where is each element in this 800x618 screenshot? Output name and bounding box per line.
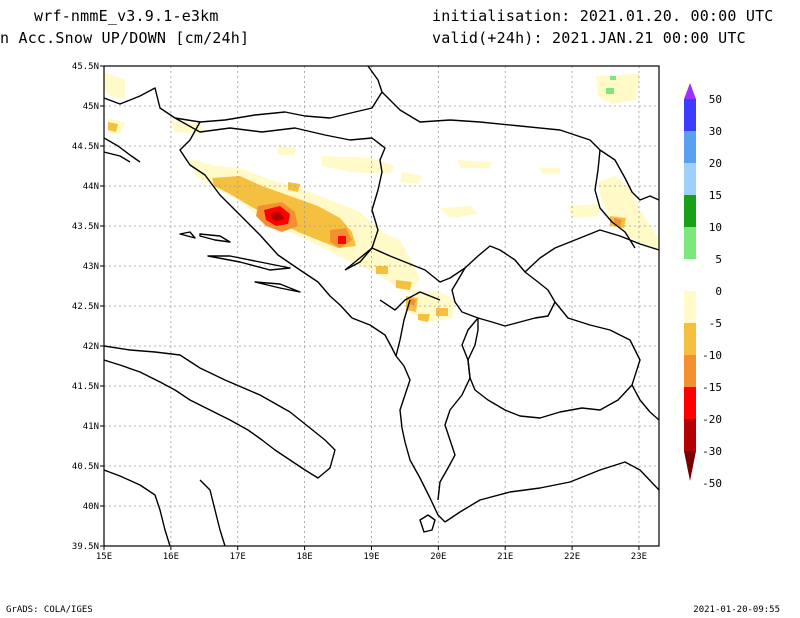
grid-lines <box>104 66 659 546</box>
colorbar-segment <box>684 163 696 195</box>
lon-tick-label: 21E <box>497 552 513 562</box>
colorbar-segment <box>684 387 696 419</box>
map-layer <box>104 66 659 546</box>
lat-tick-label: 41.5N <box>72 382 99 392</box>
colorbar-segment <box>684 227 696 259</box>
lon-tick-label: 20E <box>430 552 446 562</box>
field-title: n Acc.Snow UP/DOWN [cm/24h] <box>0 29 250 47</box>
colorbar-segment <box>684 99 696 131</box>
colorbar-top-arrow <box>684 83 696 99</box>
model-title: wrf-nmmE_v3.9.1-e3km <box>34 7 219 25</box>
coastlines-borders <box>104 66 659 546</box>
lon-tick-label: 19E <box>363 552 379 562</box>
colorbar-label: -30 <box>702 445 722 458</box>
colorbar-label: -20 <box>702 413 722 426</box>
lat-tick-label: 45N <box>83 102 99 112</box>
lat-tick-label: 42.5N <box>72 302 99 312</box>
lat-tick-label: 44N <box>83 182 99 192</box>
colorbar-segment <box>684 291 696 323</box>
lat-tick-label: 39.5N <box>72 542 99 552</box>
colorbar-segment <box>684 131 696 163</box>
valid-time: valid(+24h): 2021.JAN.21 00:00 UTC <box>432 29 746 47</box>
colorbar-segment <box>684 323 696 355</box>
lat-tick-label: 44.5N <box>72 142 99 152</box>
snow-field <box>104 72 659 322</box>
colorbar-label: 0 <box>715 285 722 298</box>
colorbar-label: 15 <box>709 189 722 202</box>
lat-tick-label: 40.5N <box>72 462 99 472</box>
colorbar-label: 10 <box>709 221 722 234</box>
lat-tick-label: 42N <box>83 342 99 352</box>
colorbar-label: -5 <box>709 317 722 330</box>
colorbar-segment <box>684 195 696 227</box>
init-time: initialisation: 2021.01.20. 00:00 UTC <box>432 7 774 25</box>
colorbar-bottom-arrow <box>684 451 696 481</box>
lon-tick-label: 23E <box>631 552 647 562</box>
colorbar-label: 5 <box>715 253 722 266</box>
colorbar-label: 30 <box>709 125 722 138</box>
lat-tick-label: 43N <box>83 262 99 272</box>
lon-tick-label: 18E <box>296 552 312 562</box>
colorbar-segment <box>684 259 696 291</box>
lat-tick-label: 40N <box>83 502 99 512</box>
footer-timestamp: 2021-01-20-09:55 <box>693 605 780 615</box>
colorbar-label: -50 <box>702 477 722 490</box>
axis-ticks: 45.5N 45N 44.5N 44N 43.5N 43N 42.5N 42N 41.5N 41N… <box>72 62 647 562</box>
lon-tick-label: 16E <box>163 552 179 562</box>
lat-tick-label: 41N <box>83 422 99 432</box>
colorbar-segment <box>684 419 696 451</box>
colorbar-label: -15 <box>702 381 722 394</box>
colorbar-label: -10 <box>702 349 722 362</box>
lon-tick-label: 15E <box>96 552 112 562</box>
lat-tick-label: 45.5N <box>72 62 99 72</box>
footer-credit: GrADS: COLA/IGES <box>6 605 93 615</box>
lon-tick-label: 17E <box>230 552 246 562</box>
colorbar-label: 50 <box>709 93 722 106</box>
colorbar-segment <box>684 355 696 387</box>
lat-tick-label: 43.5N <box>72 222 99 232</box>
colorbar-label: 20 <box>709 157 722 170</box>
lon-tick-label: 22E <box>564 552 580 562</box>
